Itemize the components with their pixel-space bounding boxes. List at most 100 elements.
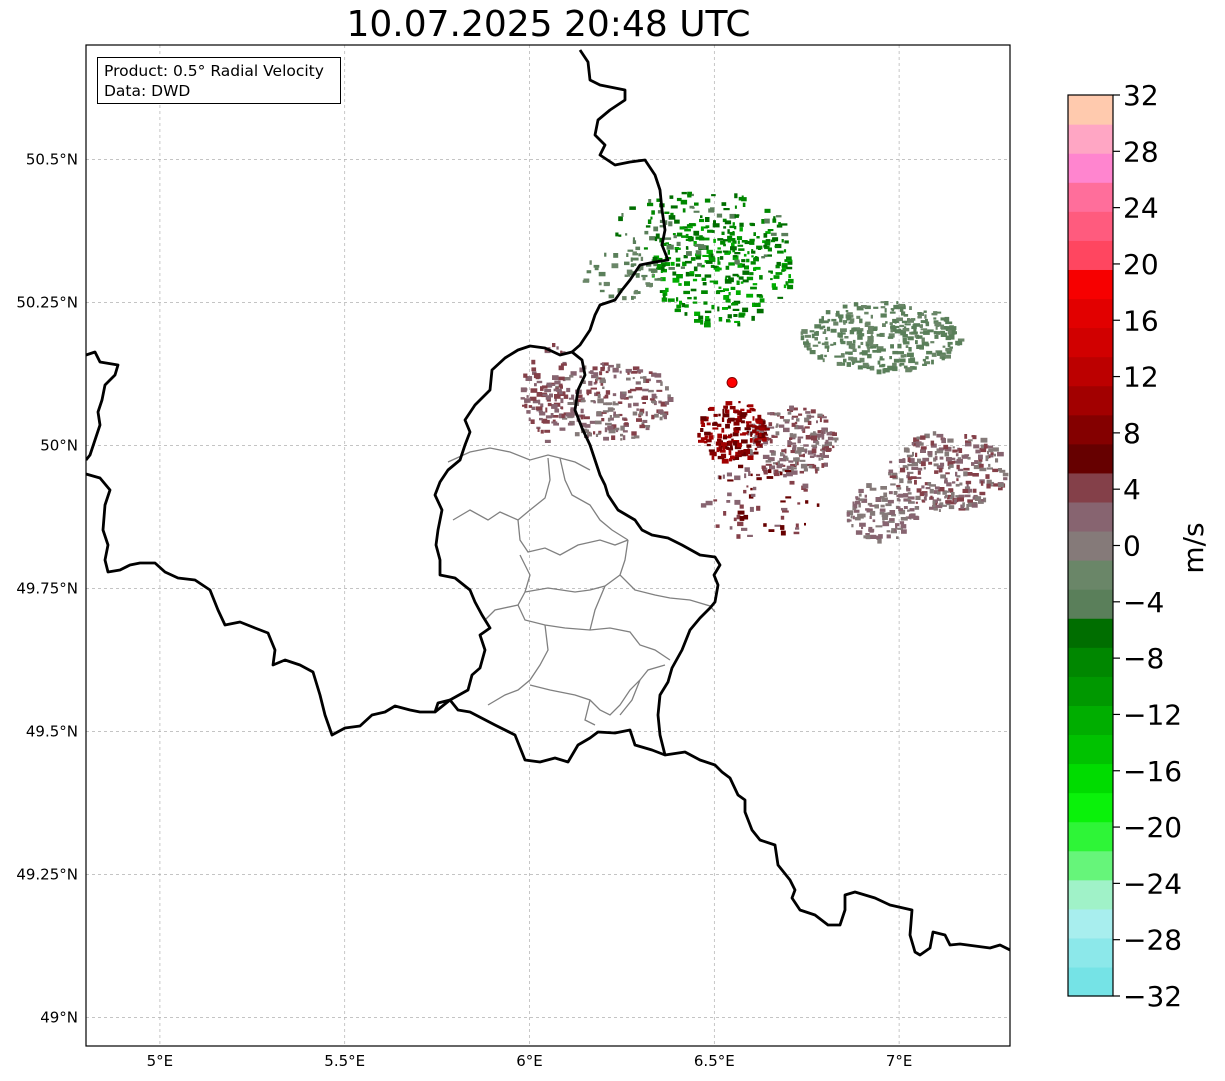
- echo-pixel: [966, 504, 969, 508]
- echo-pixel: [965, 440, 971, 443]
- echo-pixel: [764, 208, 771, 213]
- echo-pixel: [654, 278, 661, 281]
- echo-pixel: [727, 479, 734, 482]
- echo-pixel: [594, 267, 599, 271]
- echo-pixel: [923, 467, 926, 470]
- echo-pixel: [892, 366, 898, 372]
- echo-pixel: [963, 467, 970, 471]
- echo-pixel: [876, 344, 879, 348]
- echo-pixel: [559, 427, 566, 431]
- echo-pixel: [650, 216, 653, 220]
- echo-pixel: [574, 432, 580, 437]
- echo-pixel: [883, 492, 888, 497]
- echo-pixel: [556, 346, 559, 350]
- echo-pixel: [722, 413, 730, 418]
- echo-pixel: [855, 530, 863, 535]
- echo-pixel: [648, 268, 652, 272]
- echo-pixel: [804, 334, 811, 338]
- echo-pixel: [730, 246, 737, 251]
- echo-pixel: [910, 476, 917, 479]
- echo-pixel: [815, 468, 818, 474]
- echo-pixel: [749, 452, 754, 457]
- echo-pixel: [934, 470, 939, 474]
- echo-pixel: [911, 331, 918, 334]
- echo-pixel: [763, 440, 769, 445]
- echo-pixel: [951, 492, 955, 497]
- echo-pixel: [662, 411, 669, 416]
- echo-pixel: [764, 218, 770, 224]
- echo-pixel: [967, 456, 971, 460]
- echo-pixel: [814, 336, 818, 341]
- x-tick-label: 6.5°E: [694, 1052, 735, 1070]
- echo-pixel: [675, 257, 681, 262]
- echo-pixel: [829, 431, 833, 435]
- echo-pixel: [770, 278, 773, 281]
- echo-pixel: [717, 306, 720, 312]
- echo-pixel: [613, 411, 616, 416]
- echo-pixel: [725, 265, 730, 270]
- echo-pixel: [949, 501, 956, 505]
- echo-pixel: [908, 458, 915, 463]
- echo-pixel: [580, 414, 584, 420]
- echo-pixel: [882, 323, 886, 327]
- echo-pixel: [879, 495, 885, 499]
- echo-pixel: [889, 322, 893, 325]
- product-label: Product: 0.5° Radial Velocity: [104, 62, 324, 80]
- echo-pixel: [937, 351, 941, 356]
- echo-pixel: [626, 253, 629, 257]
- echo-pixel: [799, 454, 804, 457]
- echo-pixel: [608, 294, 615, 299]
- echo-pixel: [938, 503, 943, 509]
- echo-pixel: [908, 347, 912, 352]
- echo-pixel: [848, 344, 852, 349]
- echo-pixel: [683, 255, 688, 259]
- echo-pixel: [665, 386, 669, 391]
- echo-pixel: [887, 520, 895, 523]
- echo-pixel: [759, 428, 765, 434]
- canton-boundaries: [447, 447, 716, 726]
- echo-pixel: [764, 427, 770, 430]
- echo-pixel: [664, 211, 670, 214]
- echo-pixel: [548, 382, 556, 385]
- echo-pixel: [998, 483, 1005, 487]
- echo-pixel: [803, 468, 808, 472]
- echo-pixel: [565, 413, 573, 417]
- echo-pixel: [867, 336, 874, 341]
- echo-pixel: [729, 225, 735, 229]
- echo-pixel: [821, 416, 827, 419]
- echo-pixel: [964, 507, 970, 511]
- echo-pixel: [656, 389, 663, 392]
- echo-pixel: [793, 457, 796, 462]
- echo-pixel: [867, 325, 874, 331]
- echo-pixel: [723, 244, 726, 247]
- echo-pixel: [873, 306, 879, 309]
- echo-pixel: [722, 250, 729, 253]
- echo-pixel: [797, 447, 804, 451]
- echo-pixel: [784, 259, 789, 262]
- echo-pixel: [893, 529, 897, 532]
- echo-pixel: [774, 524, 781, 527]
- echo-pixel: [790, 466, 794, 472]
- echo-pixel: [824, 345, 830, 349]
- echo-pixel: [646, 263, 652, 267]
- echo-pixel: [896, 498, 900, 502]
- echo-pixel: [875, 525, 883, 528]
- echo-pixel: [727, 235, 733, 240]
- echo-pixel: [833, 342, 837, 346]
- echo-pixel: [756, 473, 761, 477]
- echo-pixel: [930, 495, 933, 500]
- echo-pixel: [931, 359, 934, 365]
- echo-pixel: [747, 455, 754, 460]
- echo-pixel: [638, 253, 642, 257]
- echo-pixel: [617, 288, 623, 293]
- echo-pixel: [599, 379, 606, 384]
- echo-pixel: [723, 405, 728, 409]
- echo-pixel: [531, 359, 536, 365]
- echo-pixel: [738, 276, 744, 280]
- echo-pixel: [672, 277, 680, 283]
- echo-pixel: [934, 335, 939, 339]
- echo-pixel: [728, 277, 734, 283]
- echo-pixel: [889, 311, 896, 314]
- echo-pixel: [702, 254, 709, 257]
- echo-pixel: [731, 438, 734, 442]
